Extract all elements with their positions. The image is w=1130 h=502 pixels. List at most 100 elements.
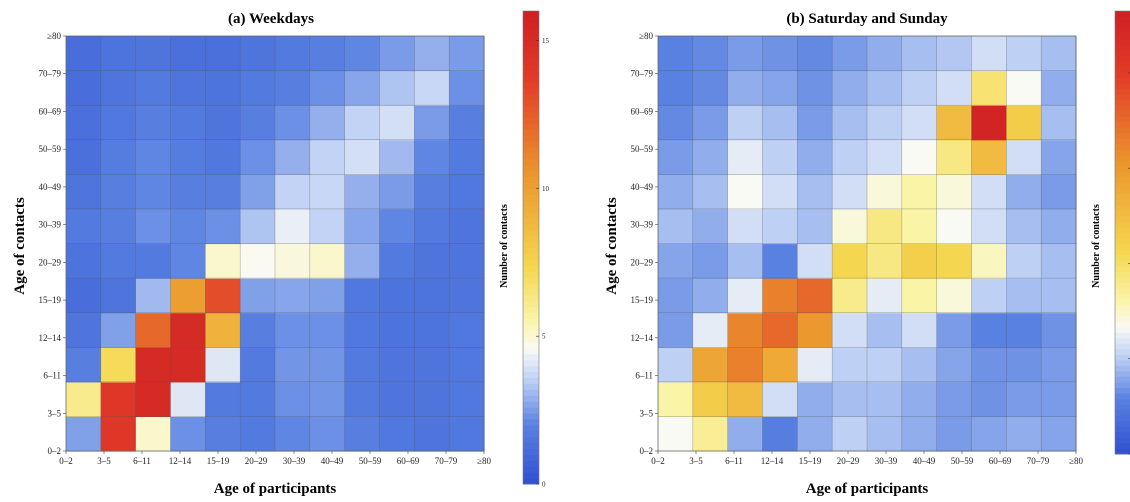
colorbar-segment: [1115, 310, 1130, 317]
heatmap-cell: [762, 381, 798, 418]
heatmap-cell: [692, 139, 729, 175]
x-tick-labels: 0–2 3–5 6–11 12–14 15–19 20–29 30–39 40–49 50–59…: [651, 451, 1083, 466]
heatmap-cell: [867, 36, 903, 72]
colorbar-segment: [523, 436, 539, 444]
colorbar-segment: [523, 105, 539, 113]
heatmap-cell: [971, 416, 1007, 452]
colorbar: [1114, 10, 1130, 455]
colorbar-segment: [1115, 354, 1130, 361]
heatmap-cell: [832, 70, 868, 106]
colorbar-segment: [523, 223, 539, 231]
heatmap-cell: [971, 278, 1007, 314]
colorbar-segment: [523, 353, 539, 361]
heatmap-cell: [100, 208, 137, 245]
heatmap-cell: [971, 243, 1007, 279]
colorbar-segment: [523, 11, 539, 18]
panel-weekdays: (a) Weekdays 0–2 3–5 6–11 12–14 15–19 20–29 30…: [12, 10, 550, 497]
heatmap-cell: [414, 243, 450, 279]
heatmap-cell: [170, 381, 206, 418]
heatmap-cell: [240, 312, 276, 348]
colorbar-segment: [523, 472, 539, 479]
heatmap-cell: [66, 208, 102, 245]
grid-lines: [658, 36, 1076, 451]
x-tick-label: 6–11: [725, 456, 743, 466]
heatmap-cell: [205, 139, 241, 175]
colorbar-segment: [523, 152, 539, 160]
colorbar-segment: [523, 200, 539, 207]
colorbar-segment: [523, 306, 539, 314]
colorbar-segment: [1115, 77, 1130, 84]
heatmap-cell: [240, 139, 276, 175]
heatmap-cell: [762, 208, 798, 245]
colorbar-segment: [1115, 99, 1130, 106]
colorbar-segment: [1115, 437, 1130, 444]
heatmap-cell: [901, 381, 938, 418]
heatmap-cell: [1006, 208, 1042, 245]
colorbar-segment: [1115, 365, 1130, 372]
y-tick-label: 70–79: [631, 69, 654, 79]
heatmap-cell: [797, 36, 833, 72]
y-tick-label: 30–39: [39, 220, 62, 230]
heatmap-cell: [135, 278, 172, 314]
heatmap-cell: [100, 381, 137, 418]
heatmap-cell: [797, 243, 833, 279]
colorbar-segment: [523, 430, 539, 438]
heatmap-cell: [66, 36, 102, 72]
colorbar-segment: [523, 336, 539, 343]
y-tick-label: 3–5: [640, 408, 654, 418]
heatmap-cell: [135, 416, 172, 452]
colorbar-segment: [523, 16, 539, 24]
colorbar-segment: [523, 182, 539, 189]
heatmap-cell: [66, 416, 102, 452]
heatmap-cell: [727, 36, 764, 72]
heatmap-cell: [936, 381, 973, 418]
heatmap-cell: [449, 36, 485, 72]
heatmap-cells: [658, 36, 1077, 452]
heatmap-cell: [309, 105, 346, 141]
heatmap-cell: [658, 208, 694, 245]
heatmap-cell: [414, 70, 450, 106]
heatmap-cell: [692, 312, 729, 348]
colorbar-segment: [1115, 359, 1130, 366]
heatmap-cell: [205, 243, 241, 279]
heatmap-cell: [205, 105, 241, 141]
heatmap-cell: [692, 347, 729, 383]
heatmap-cell: [344, 381, 381, 418]
colorbar-segment: [1115, 420, 1130, 427]
heatmap-cell: [658, 105, 694, 141]
colorbar-segment: [523, 330, 539, 337]
heatmap-cell: [936, 243, 973, 279]
colorbar-segment: [1115, 27, 1130, 34]
colorbar-segment: [1115, 326, 1130, 333]
heatmap-cell: [867, 208, 903, 245]
colorbar-segment: [1115, 116, 1130, 123]
heatmap-cell: [379, 416, 415, 452]
heatmap-cell: [901, 139, 938, 175]
heatmap-cell: [66, 347, 102, 383]
heatmap-cell: [414, 416, 450, 452]
heatmap-cell: [658, 278, 694, 314]
heatmap-cell: [797, 70, 833, 106]
heatmap-cell: [449, 347, 485, 383]
colorbar-segment: [1115, 105, 1130, 112]
x-tick-label: 20–29: [245, 456, 268, 466]
y-tick-label: 60–69: [39, 107, 62, 117]
heatmap-cell: [379, 243, 415, 279]
heatmap-cell: [936, 139, 973, 175]
colorbar-segment: [1115, 49, 1130, 56]
heatmap-cell: [170, 139, 206, 175]
heatmap-cell: [692, 70, 729, 106]
colorbar-segment: [1115, 94, 1130, 101]
colorbar-segment: [523, 81, 539, 89]
heatmap-cell: [414, 347, 450, 383]
heatmap-cell: [797, 381, 833, 418]
heatmap-cell: [414, 36, 450, 72]
heatmap-cell: [762, 416, 798, 452]
heatmap-cell: [100, 36, 137, 72]
heatmap-cell: [205, 416, 241, 452]
colorbar-segment: [1115, 127, 1130, 134]
y-tick-label: 15–19: [631, 295, 654, 305]
colorbar-segment: [1115, 370, 1130, 377]
heatmap-cell: [1041, 139, 1077, 175]
heatmap-cell: [379, 70, 415, 106]
